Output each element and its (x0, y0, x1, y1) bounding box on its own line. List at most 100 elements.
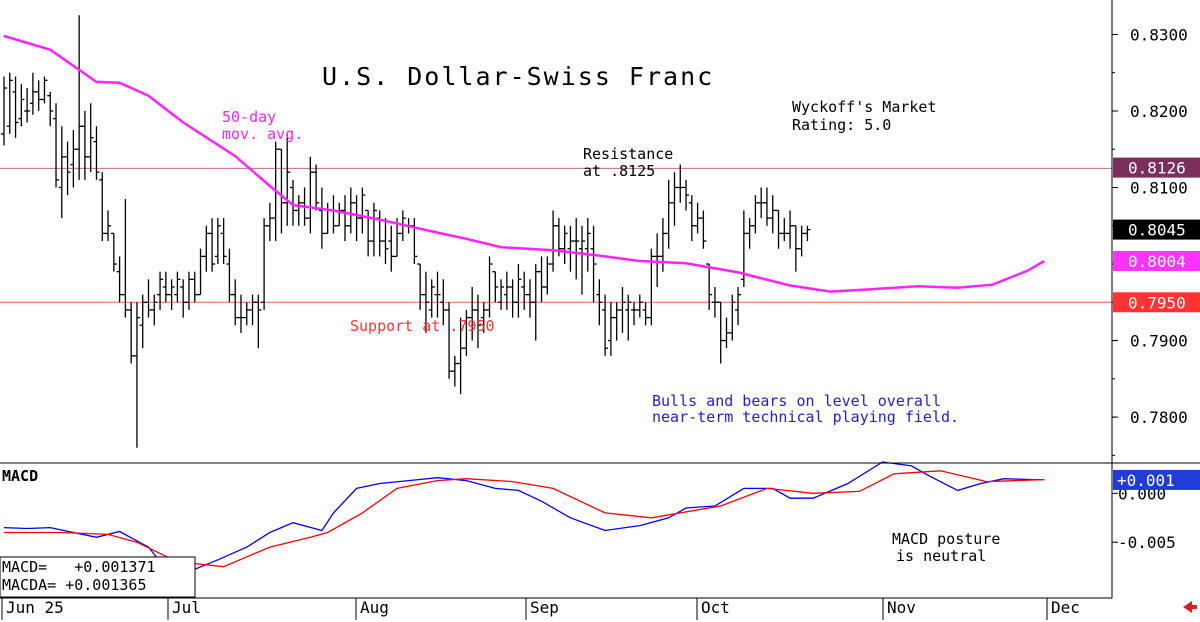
price-bar (209, 218, 216, 272)
ma-label-2: mov. avg. (222, 125, 303, 143)
price-bar (336, 202, 343, 227)
price-bar (711, 286, 718, 318)
price-bar (561, 225, 568, 265)
price-bar (6, 72, 13, 134)
price-tag-label: 0.7950 (1128, 293, 1186, 312)
price-bar (544, 256, 551, 295)
scroll-left-arrow-icon[interactable] (1183, 601, 1197, 613)
resistance-label-2: at .8125 (583, 162, 655, 180)
x-axis-month-label: Jun 25 (6, 598, 64, 617)
price-bar (769, 195, 776, 234)
price-tag-box (1113, 292, 1200, 313)
price-bar (451, 355, 458, 387)
price-bar (538, 256, 545, 303)
price-bar (139, 294, 146, 349)
price-bar (93, 126, 100, 180)
price-bar (417, 263, 424, 310)
price-bar (422, 271, 429, 333)
macd-readout-1: MACD= +0.001371 (2, 558, 156, 576)
price-tag-label: 0.8045 (1128, 221, 1186, 240)
macd-readout-box (0, 556, 196, 598)
price-bar (729, 294, 736, 341)
price-bar (81, 110, 88, 180)
price-bar (64, 141, 71, 196)
price-bar (105, 210, 112, 242)
price-bar (677, 164, 684, 203)
price-bar (636, 294, 643, 318)
price-bar (278, 148, 285, 234)
price-bar (804, 225, 811, 242)
price-bar (688, 195, 695, 242)
price-bar (47, 91, 54, 127)
macd-tag-box (1113, 469, 1200, 490)
price-bar (318, 187, 325, 249)
price-bar (486, 256, 493, 318)
price-bar (498, 279, 505, 310)
price-bar (220, 218, 227, 265)
price-bar (619, 286, 626, 333)
price-tag-box (1113, 250, 1200, 271)
price-bar (249, 294, 256, 326)
price-bar (631, 302, 638, 326)
support-label: Support at .7950 (350, 317, 495, 335)
price-tag: 0.8045 (1113, 219, 1200, 240)
price-bar (133, 302, 140, 448)
price-bar (313, 164, 320, 211)
moving-average-line (3, 34, 1046, 293)
price-bar (434, 271, 441, 318)
price-bar (781, 218, 788, 242)
x-axis-month-label: Nov (887, 598, 916, 617)
price-bar (584, 218, 591, 272)
price-bar (446, 302, 453, 379)
price-bar (550, 210, 557, 272)
macd-readout-2: MACDA= +0.001365 (2, 576, 147, 594)
price-bar (128, 302, 135, 364)
price-bar (35, 80, 42, 111)
price-bar (746, 218, 753, 249)
price-tag-box (1113, 219, 1200, 240)
price-bar (214, 218, 221, 265)
price-y-tick-label: 0.8200 (1130, 102, 1188, 121)
price-bar (573, 218, 580, 280)
price-bar (428, 279, 435, 318)
price-bar (232, 279, 239, 326)
x-axis-month-label: Jul (172, 598, 201, 617)
price-tag: 0.8126 (1113, 157, 1200, 178)
price-bar (625, 294, 632, 341)
price-bar (162, 271, 169, 303)
price-bar (480, 302, 487, 333)
price-bar (342, 195, 349, 242)
price-tag-box (1113, 157, 1200, 178)
price-bar (243, 302, 250, 326)
price-bar (41, 76, 48, 104)
price-bar (12, 76, 19, 138)
price-bar (457, 317, 464, 395)
price-bar (706, 263, 713, 310)
price-bar (735, 286, 742, 326)
price-tag: 0.7950 (1113, 292, 1200, 313)
macd-tag-label: +0.001 (1117, 471, 1175, 490)
price-bar (226, 248, 233, 303)
price-bar (99, 172, 106, 242)
rating-line-1: Wyckoff's Market (792, 98, 937, 116)
x-axis-month-label: Aug (360, 598, 389, 617)
price-bar (717, 301, 724, 364)
price-bar (532, 264, 539, 341)
price-bar (590, 225, 597, 303)
price-bar (440, 279, 447, 326)
price-bar (116, 256, 123, 303)
price-bar (370, 202, 377, 257)
price-bar (567, 225, 574, 272)
price-bar (180, 279, 187, 318)
price-bar (700, 210, 707, 249)
price-bar (255, 294, 262, 349)
price-bar (359, 187, 366, 234)
x-axis-month-label: Oct (701, 598, 730, 617)
price-bar (642, 302, 649, 326)
price-bar (492, 271, 499, 303)
x-axis-month-label: Dec (1051, 598, 1080, 617)
price-bar (157, 271, 164, 310)
price-bar (613, 302, 620, 341)
